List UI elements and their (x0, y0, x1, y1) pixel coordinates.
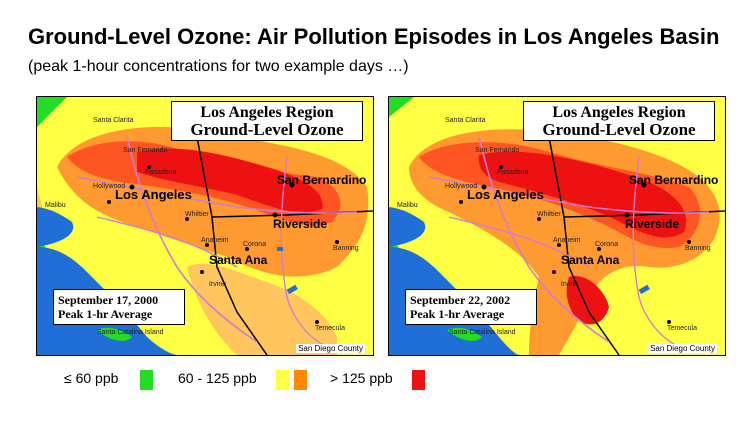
label-san-bernardino: San Bernardino (277, 173, 367, 187)
legend-swatch-high (412, 370, 425, 390)
label-malibu: Malibu (397, 202, 418, 209)
map-measure: Peak 1-hr Average (410, 307, 505, 321)
map-date: September 17, 2000 (58, 293, 159, 307)
legend-label-high: > 125 ppb (330, 370, 393, 386)
label-santa-clarita: Santa Clarita (445, 117, 486, 124)
label-irvine: Irvine (561, 281, 579, 288)
label-san-fernando: San Fernando (123, 147, 168, 154)
legend-swatch-low (140, 370, 153, 390)
label-santa-catalina: Santa Catalina Island (449, 329, 516, 336)
label-anaheim: Anaheim (201, 237, 229, 244)
label-whittier: Whittier (537, 211, 561, 218)
label-pasadena: Pasadena (145, 169, 177, 176)
map-title-line2: Ground-Level Ozone (190, 120, 344, 139)
page-subtitle: (peak 1-hour concentrations for two exam… (28, 58, 409, 75)
label-banning: Banning (333, 245, 359, 252)
map-title-right: Los Angeles Region Ground-Level Ozone (523, 101, 715, 141)
map-title-left: Los Angeles Region Ground-Level Ozone (171, 101, 363, 141)
map-title-line2: Ground-Level Ozone (542, 120, 696, 139)
map-title-line1: Los Angeles Region (200, 104, 334, 121)
label-hollywood: Hollywood (445, 183, 478, 190)
date-box-left: September 17, 2000 Peak 1-hr Average (53, 289, 185, 325)
label-los-angeles: Los Angeles (467, 187, 544, 202)
county-label: San Diego County (648, 344, 717, 353)
label-anaheim: Anaheim (553, 237, 581, 244)
label-pasadena: Pasadena (497, 169, 529, 176)
page-title: Ground-Level Ozone: Air Pollution Episod… (28, 24, 720, 49)
label-santa-clarita: Santa Clarita (93, 117, 134, 124)
label-santa-ana: Santa Ana (209, 253, 268, 267)
label-banning: Banning (685, 245, 711, 252)
date-box-right: September 22, 2002 Peak 1-hr Average (405, 289, 537, 325)
map-date: September 22, 2002 (410, 293, 511, 307)
legend-swatch-moderate-dark (294, 370, 307, 390)
label-corona: Corona (243, 241, 266, 248)
county-label: San Diego County (296, 344, 365, 353)
legend-swatch-moderate-light (276, 370, 289, 390)
legend: ≤ 60 ppb 60 - 125 ppb > 125 ppb (0, 370, 750, 396)
label-hollywood: Hollywood (93, 183, 126, 190)
label-riverside: Riverside (625, 217, 680, 231)
label-corona: Corona (595, 241, 618, 248)
ozone-map-right: Los Angeles Santa Ana San Bernardino Riv… (388, 96, 726, 356)
legend-label-moderate: 60 - 125 ppb (178, 370, 257, 386)
map-title-line1: Los Angeles Region (552, 104, 686, 121)
label-los-angeles: Los Angeles (115, 187, 192, 202)
label-temecula: Temecula (315, 325, 345, 332)
label-irvine: Irvine (209, 281, 227, 288)
ozone-map-left: Los Angeles Santa Ana San Bernardino Riv… (36, 96, 374, 356)
map-measure: Peak 1-hr Average (58, 307, 153, 321)
label-whittier: Whittier (185, 211, 209, 218)
label-santa-catalina: Santa Catalina Island (97, 329, 164, 336)
label-san-fernando: San Fernando (475, 147, 520, 154)
legend-label-low: ≤ 60 ppb (64, 370, 119, 386)
label-riverside: Riverside (273, 217, 328, 231)
label-malibu: Malibu (45, 202, 66, 209)
label-temecula: Temecula (667, 325, 697, 332)
label-san-bernardino: San Bernardino (629, 173, 719, 187)
label-santa-ana: Santa Ana (561, 253, 620, 267)
